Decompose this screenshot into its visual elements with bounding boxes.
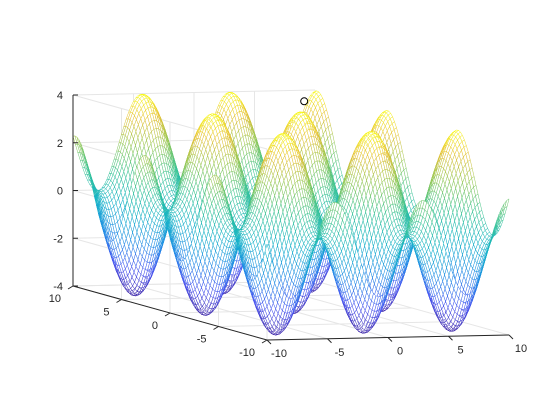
back-wall-grid-line-z — [72, 89, 316, 96]
floor-grid-line-y — [121, 294, 364, 300]
surface-mesh — [72, 90, 510, 336]
floor-grid-line-y — [218, 321, 461, 327]
